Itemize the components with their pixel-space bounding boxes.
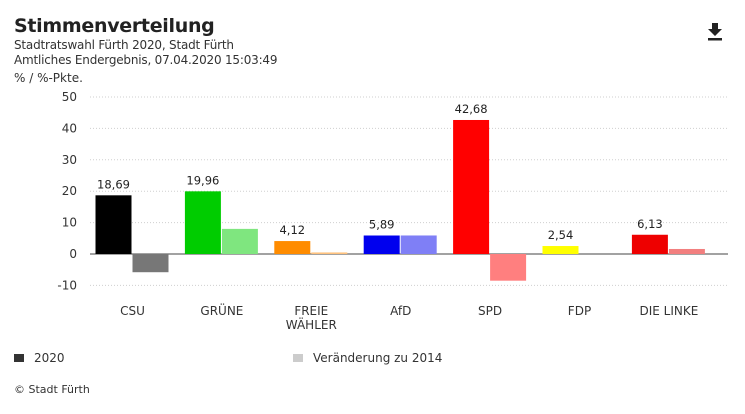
legend-swatch [293, 354, 303, 362]
download-icon [708, 23, 722, 41]
download-button[interactable] [704, 20, 726, 42]
x-category-label: FREIE [294, 304, 328, 318]
y-tick-label: 10 [62, 216, 77, 230]
source-credit: © Stadt Fürth [14, 383, 90, 396]
y-tick-label: 30 [62, 153, 77, 167]
chart-subtitle: Stadtratswahl Fürth 2020, Stadt Fürth [14, 38, 234, 52]
bar-2020 [274, 241, 311, 254]
bar-change-2014 [400, 235, 437, 254]
y-tick-label: 20 [62, 184, 77, 198]
legend-label: Veränderung zu 2014 [313, 351, 443, 365]
data-label: 2,54 [548, 228, 574, 242]
legend-item-change: Veränderung zu 2014 [293, 351, 442, 365]
y-tick-label: 0 [69, 247, 77, 261]
data-label: 18,69 [97, 177, 130, 191]
data-label: 5,89 [369, 218, 395, 232]
x-category-label: WÄHLER [286, 317, 337, 332]
legend-swatch [14, 354, 24, 362]
data-label: 42,68 [455, 102, 488, 116]
bar-2020 [363, 235, 400, 254]
y-axis-unit-label: % / %-Pkte. [14, 71, 83, 85]
bar-change-2014 [221, 228, 258, 254]
bar-2020 [95, 195, 132, 254]
x-category-label: CSU [120, 304, 145, 318]
bar-change-2014 [668, 248, 705, 254]
data-label: 19,96 [186, 173, 219, 187]
bar-2020 [453, 119, 490, 254]
y-tick-label: 40 [62, 121, 77, 135]
bar-chart: 50 40 30 20 10 0 -10 18,69 CSU 19,96 GRÜNE 4,12 FREI… [57, 90, 728, 332]
bar-change-2014 [311, 252, 348, 254]
data-label: 4,12 [279, 223, 305, 237]
chart-result-status: Amtliches Endergebnis, 07.04.2020 15:03:… [14, 53, 278, 67]
bar-2020 [184, 191, 221, 254]
legend-item-2020: 2020 [14, 351, 65, 365]
chart-title: Stimmenverteilung [14, 15, 215, 37]
legend-label: 2020 [34, 351, 65, 365]
x-category-label: GRÜNE [200, 302, 243, 318]
x-category-label: DIE LINKE [639, 304, 698, 318]
bar-2020 [542, 246, 579, 254]
y-tick-label: -10 [57, 278, 77, 292]
x-category-label: AfD [390, 304, 411, 318]
bar-change-2014 [132, 254, 169, 273]
x-category-label: FDP [568, 304, 591, 318]
bar-2020 [631, 234, 668, 254]
bar-change-2014 [490, 254, 527, 281]
data-label: 6,13 [637, 217, 663, 231]
x-category-label: SPD [478, 304, 502, 318]
y-tick-label: 50 [62, 90, 77, 104]
